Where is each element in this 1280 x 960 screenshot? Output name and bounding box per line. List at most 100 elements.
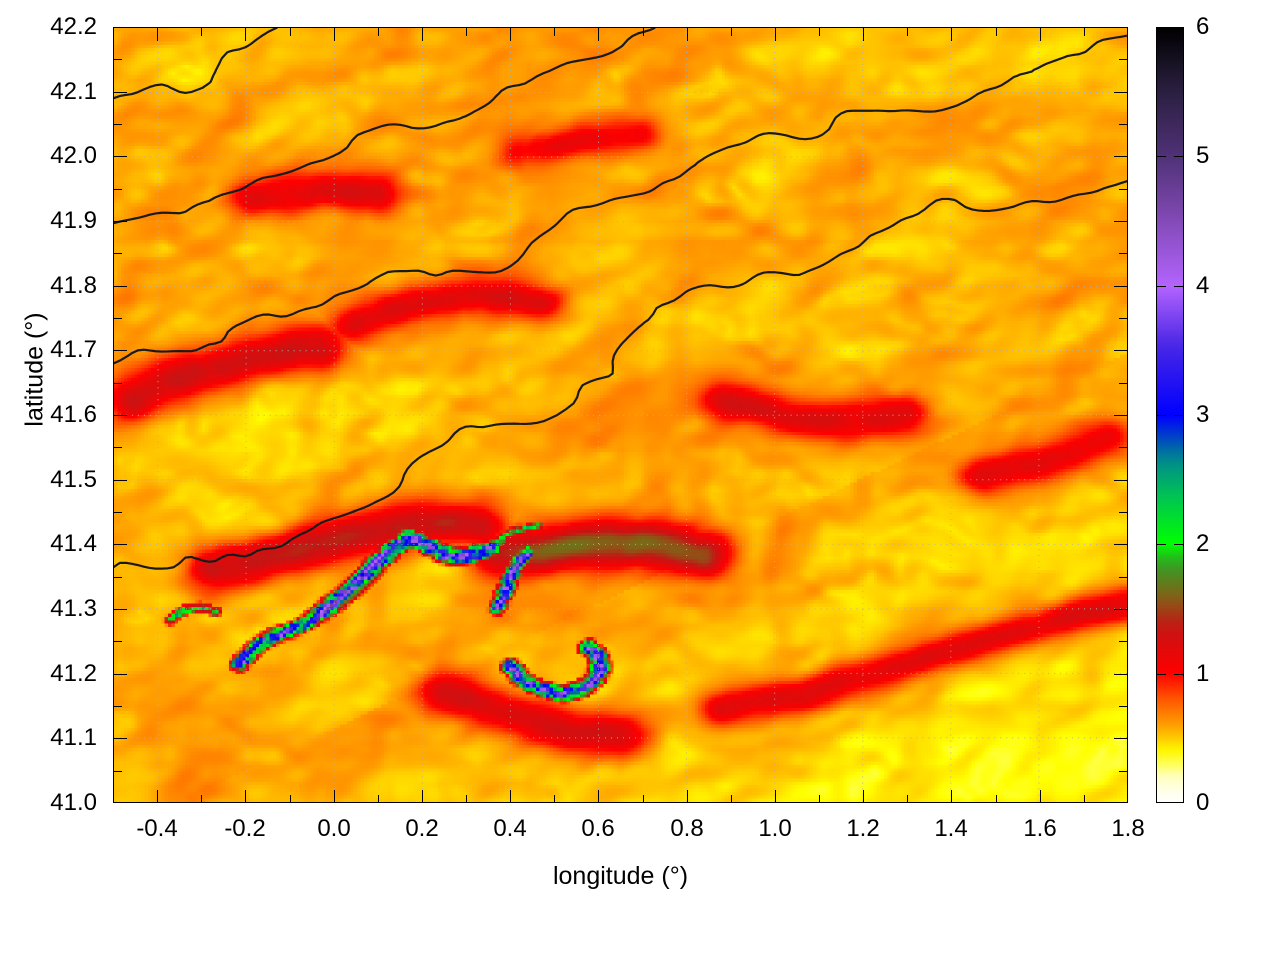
- y-axis-tick-label: 41.9: [50, 207, 97, 234]
- x-axis-tick-label: 1.6: [1023, 815, 1057, 842]
- x-axis-tick-minor: [643, 795, 644, 803]
- y-axis-tick-minor: [114, 124, 122, 125]
- colorbar-tick-label: 5: [1196, 142, 1210, 170]
- y-axis-tick-major: [114, 674, 127, 675]
- y-axis-tick-label: 41.7: [50, 336, 97, 363]
- colorbar-tick-label: 0: [1196, 789, 1210, 816]
- y-axis-tick-minor: [1119, 124, 1127, 125]
- x-axis-tick-minor: [731, 28, 732, 36]
- colorbar-tick-label: 1: [1196, 659, 1210, 687]
- x-axis-tick-major: [775, 790, 776, 803]
- x-axis-tick-minor: [1084, 795, 1085, 803]
- y-axis-tick-major: [1114, 544, 1127, 545]
- y-axis-tick-major: [1114, 156, 1127, 157]
- y-axis-tick-major: [114, 544, 127, 545]
- heatmap-canvas: [114, 28, 1127, 802]
- y-axis-tick-label: 41.1: [50, 724, 97, 751]
- y-axis-tick-label: 41.8: [50, 272, 97, 299]
- x-axis-tick-minor: [554, 28, 555, 36]
- x-axis-tick-minor: [554, 795, 555, 803]
- x-axis-tick-major: [863, 28, 864, 41]
- y-axis-tick-major: [1114, 609, 1127, 610]
- x-axis-tick-major: [598, 28, 599, 41]
- x-axis-tick-minor: [643, 28, 644, 36]
- colorbar-tick: [1174, 674, 1184, 675]
- colorbar-tick-label: 2: [1196, 530, 1210, 558]
- x-axis-tick-major: [1040, 790, 1041, 803]
- y-axis-tick-major: [114, 92, 127, 93]
- y-axis-tick-minor: [1119, 577, 1127, 578]
- y-axis-tick-label: 41.0: [50, 789, 97, 816]
- y-axis-tick-minor: [114, 706, 122, 707]
- colorbar-tick: [1174, 544, 1184, 545]
- y-axis-tick-major: [114, 350, 127, 351]
- x-axis-tick-major: [157, 790, 158, 803]
- y-axis-tick-minor: [114, 189, 122, 190]
- x-axis-tick-label: 1.0: [758, 815, 792, 842]
- x-axis-tick-label: 1.8: [1111, 815, 1145, 842]
- y-axis-tick-label: 41.5: [50, 466, 97, 493]
- y-axis-tick-minor: [1119, 771, 1127, 772]
- x-axis-tick-minor: [907, 28, 908, 36]
- x-axis-tick-minor: [1084, 28, 1085, 36]
- y-axis-tick-label: 41.3: [50, 595, 97, 622]
- colorbar-tick: [1174, 156, 1184, 157]
- y-axis-tick-minor: [1119, 383, 1127, 384]
- x-axis-tick-minor: [201, 28, 202, 36]
- x-axis-tick-label: 1.4: [934, 815, 968, 842]
- y-axis-tick-major: [114, 738, 127, 739]
- x-axis-tick-label: 0.6: [581, 815, 615, 842]
- y-axis-tick-label: 42.2: [50, 13, 97, 40]
- colorbar-tick-label: 3: [1196, 401, 1210, 428]
- y-axis-tick-minor: [1119, 447, 1127, 448]
- x-axis-tick-major: [422, 790, 423, 803]
- y-axis-tick-label: 41.6: [50, 401, 97, 428]
- x-axis-tick-major: [510, 28, 511, 41]
- x-axis-tick-label: 0.8: [670, 815, 704, 842]
- colorbar-tick-label: 6: [1196, 13, 1210, 40]
- y-axis-tick-minor: [1119, 512, 1127, 513]
- x-axis-tick-minor: [466, 28, 467, 36]
- x-axis-tick-major: [334, 790, 335, 803]
- y-axis-tick-minor: [114, 253, 122, 254]
- y-axis-tick-minor: [114, 771, 122, 772]
- y-axis-tick-minor: [1119, 706, 1127, 707]
- y-axis-tick-major: [1114, 221, 1127, 222]
- x-axis-tick-major: [687, 790, 688, 803]
- x-axis-tick-major: [334, 28, 335, 41]
- y-axis-tick-minor: [1119, 641, 1127, 642]
- x-axis-tick-major: [157, 28, 158, 41]
- y-axis-tick-minor: [114, 447, 122, 448]
- x-axis-tick-label: 0.0: [317, 815, 351, 842]
- x-axis-tick-major: [863, 790, 864, 803]
- colorbar-tick: [1174, 286, 1184, 287]
- colorbar-tick: [1156, 415, 1166, 416]
- y-axis-tick-major: [1114, 674, 1127, 675]
- y-axis-tick-major: [114, 221, 127, 222]
- x-axis-tick-minor: [996, 795, 997, 803]
- x-axis-tick-minor: [378, 28, 379, 36]
- x-axis-label: longitude (°): [552, 862, 689, 890]
- y-axis-tick-minor: [1119, 253, 1127, 254]
- y-axis-tick-label: 42.1: [50, 78, 97, 105]
- x-axis-tick-major: [951, 790, 952, 803]
- y-axis-tick-major: [114, 156, 127, 157]
- x-axis-tick-major: [775, 28, 776, 41]
- x-axis-tick-major: [598, 790, 599, 803]
- y-axis-tick-major: [114, 415, 127, 416]
- x-axis-tick-major: [510, 790, 511, 803]
- x-axis-tick-major: [245, 790, 246, 803]
- colorbar-tick: [1174, 415, 1184, 416]
- x-axis-tick-minor: [819, 28, 820, 36]
- y-axis-tick-major: [114, 286, 127, 287]
- y-axis-tick-major: [114, 609, 127, 610]
- x-axis-tick-label: 0.4: [493, 815, 527, 842]
- x-axis-tick-label: 1.2: [846, 815, 880, 842]
- y-axis-tick-minor: [114, 318, 122, 319]
- x-axis-tick-major: [245, 28, 246, 41]
- y-axis-tick-minor: [114, 383, 122, 384]
- y-axis-tick-label: 41.2: [50, 660, 97, 687]
- x-axis-tick-label: 0.2: [405, 815, 439, 842]
- y-axis-tick-major: [114, 480, 127, 481]
